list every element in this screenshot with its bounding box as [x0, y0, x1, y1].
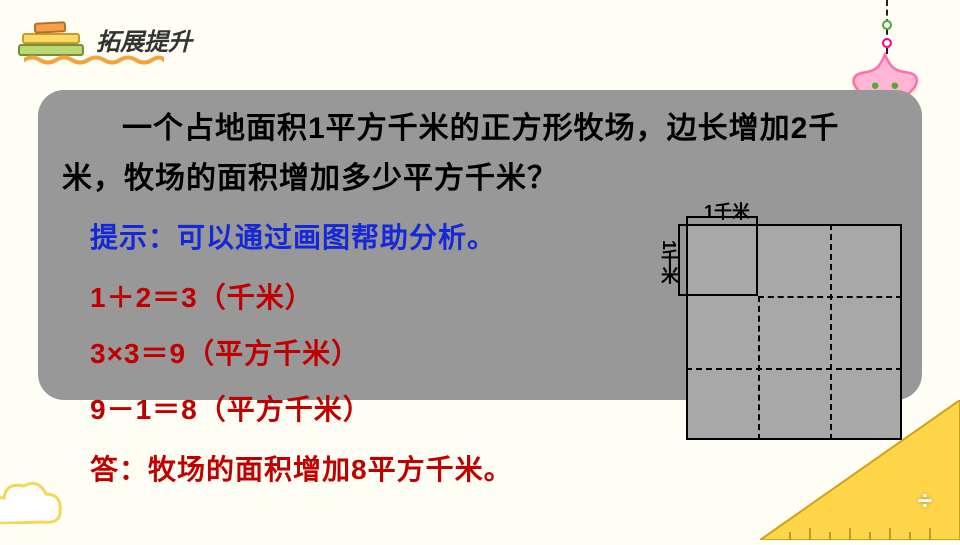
answer-text: 答：牧场的面积增加8平方千米。 [90, 448, 513, 488]
bead-icon [882, 20, 892, 30]
books-icon [18, 18, 88, 56]
diagram-left-label: 1千米 [656, 240, 682, 283]
triangle-ruler-icon [760, 400, 960, 540]
hint-text: 提示：可以通过画图帮助分析。 [90, 216, 496, 256]
divide-icon: ÷ [918, 485, 932, 516]
calculation-step-2: 3×3＝9（平方千米） [90, 332, 360, 372]
cloud-icon [0, 464, 62, 524]
calculation-step-3: 9－1＝8（平方千米） [90, 388, 372, 428]
problem-text: 一个占地面积1平方千米的正方形牧场，边长增加2千米，牧场的面积增加多少平方千米？ [62, 104, 892, 203]
calculation-step-1: 1＋2＝3（千米） [90, 276, 314, 316]
wavy-underline-icon [24, 52, 164, 62]
bead-icon [882, 38, 892, 48]
diagram-top-label: 1千米 [704, 198, 750, 224]
